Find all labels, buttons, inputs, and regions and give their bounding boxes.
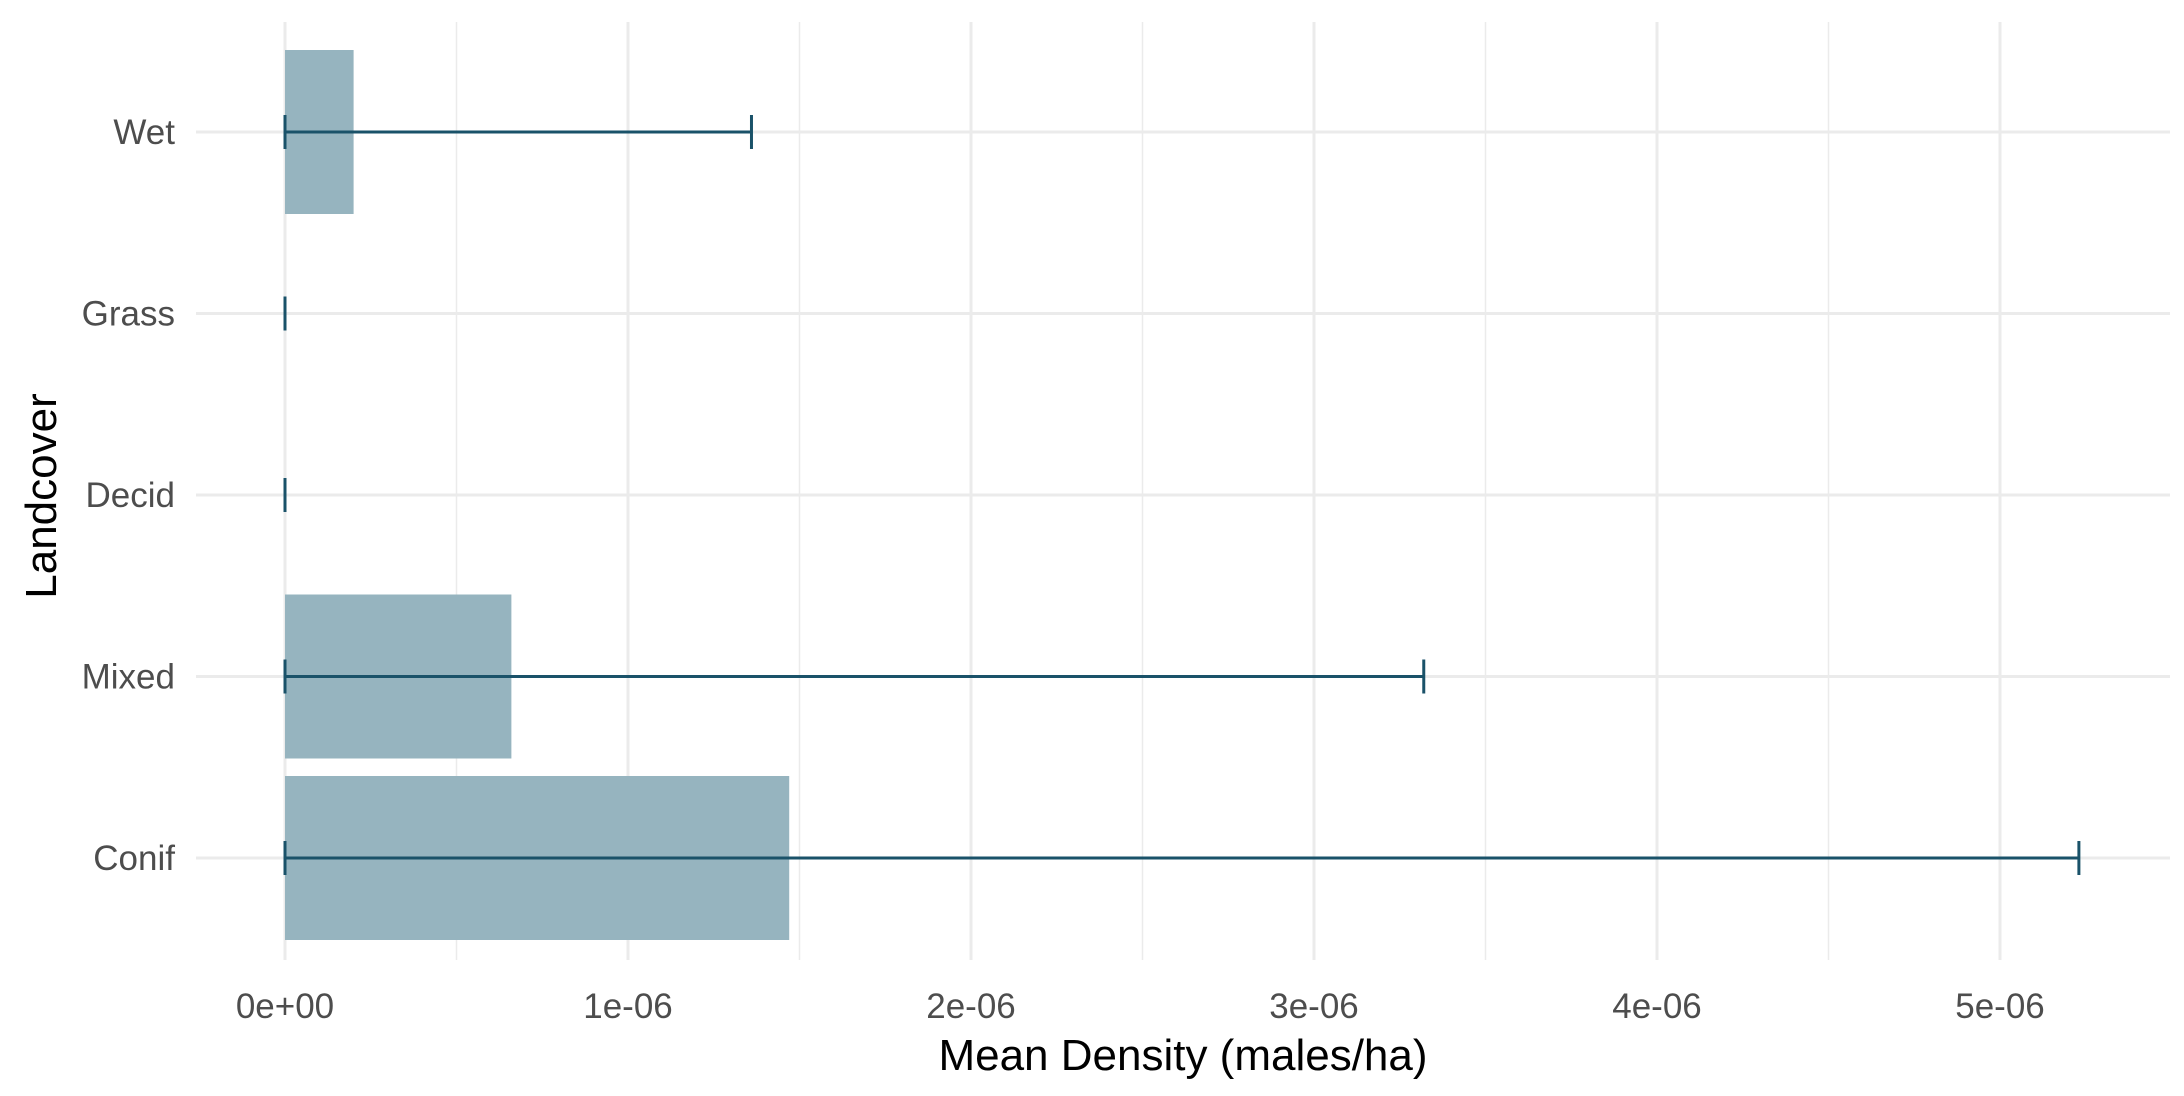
x-tick-label: 4e-06 — [1612, 987, 1702, 1026]
error-bars — [283, 115, 2081, 875]
y-axis-title: Landcover — [17, 393, 66, 598]
y-tick-label-mixed: Mixed — [82, 658, 175, 697]
x-tick-label: 3e-06 — [1269, 987, 1359, 1026]
y-tick-label-grass: Grass — [82, 295, 175, 334]
y-tick-label-wet: Wet — [113, 113, 175, 152]
x-axis-title: Mean Density (males/ha) — [938, 1031, 1427, 1080]
x-tick-label: 1e-06 — [583, 987, 673, 1026]
x-tick-label: 0e+00 — [236, 987, 334, 1026]
x-tick-label: 5e-06 — [1955, 987, 2045, 1026]
y-tick-labels: Conif Mixed Decid Grass Wet — [82, 113, 176, 878]
x-tick-label: 2e-06 — [926, 987, 1016, 1026]
y-tick-label-decid: Decid — [86, 476, 175, 515]
error-bar-mixed — [283, 659, 1426, 694]
error-bar-conif — [283, 841, 2081, 875]
x-tick-labels: 0e+00 1e-06 2e-06 3e-06 4e-06 5e-06 — [236, 987, 2045, 1026]
y-tick-label-conif: Conif — [93, 839, 175, 878]
error-bar-wet — [283, 115, 753, 149]
